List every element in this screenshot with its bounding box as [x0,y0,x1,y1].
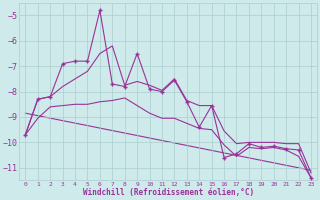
X-axis label: Windchill (Refroidissement éolien,°C): Windchill (Refroidissement éolien,°C) [83,188,254,197]
